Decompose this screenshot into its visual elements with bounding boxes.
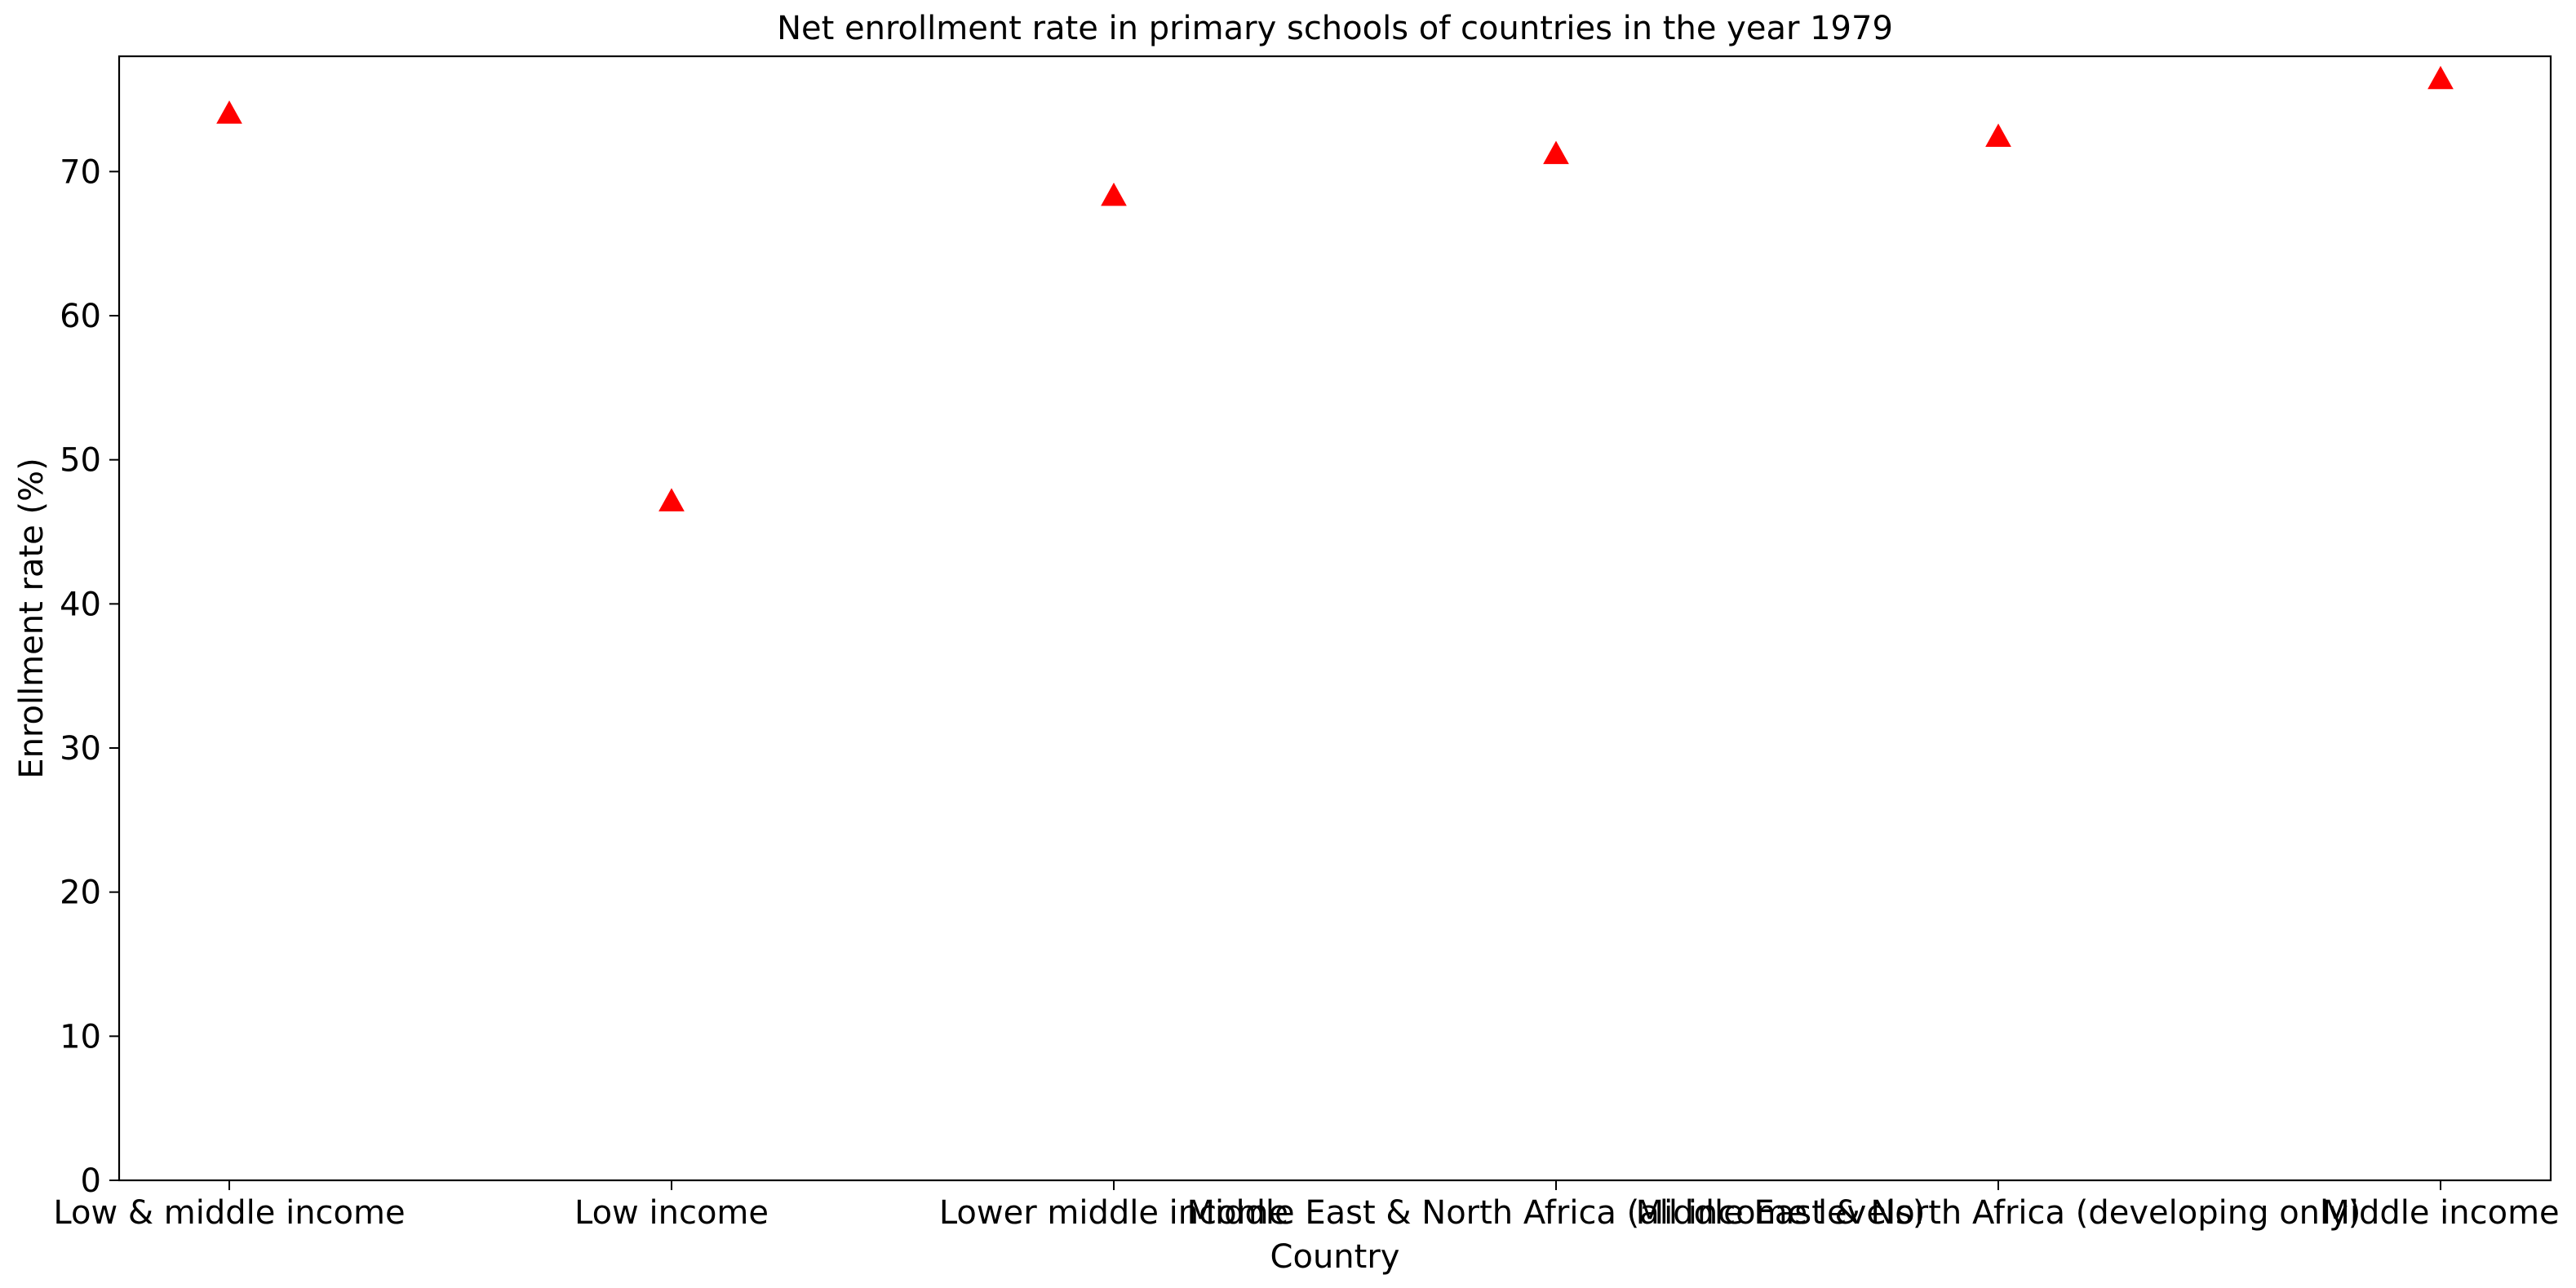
data-point — [658, 488, 685, 511]
data-point — [2427, 65, 2454, 90]
data-point — [1985, 123, 2011, 147]
x-tick-label: Low income — [574, 1194, 769, 1232]
y-tick-label: 10 — [60, 1018, 101, 1056]
y-tick-label: 70 — [60, 153, 101, 191]
x-axis-ticks: Low & middle income Low income Lower middl… — [53, 1180, 2560, 1232]
y-tick-label: 30 — [60, 730, 101, 768]
data-point — [1101, 182, 1127, 206]
y-tick-label: 20 — [60, 874, 101, 912]
data-point — [216, 100, 242, 124]
data-markers — [216, 65, 2454, 511]
x-tick-label: Lower middle income — [939, 1194, 1288, 1232]
y-tick-label: 0 — [81, 1162, 101, 1200]
y-tick-label: 40 — [60, 586, 101, 623]
y-axis-label: Enrollment rate (%) — [13, 458, 51, 778]
x-tick-label: Low & middle income — [53, 1194, 405, 1232]
data-point — [1543, 140, 1569, 165]
x-tick-label: Middle East & North Africa (developing o… — [1636, 1194, 2361, 1232]
chart-title: Net enrollment rate in primary schools o… — [777, 10, 1893, 47]
y-tick-label: 60 — [60, 298, 101, 335]
x-tick-label: Middle East & North Africa (all income l… — [1187, 1194, 1926, 1232]
x-tick-label: Middle income — [2321, 1194, 2559, 1232]
plot-frame — [117, 55, 2552, 1182]
y-axis-ticks: 0 10 20 30 40 50 60 70 — [60, 153, 119, 1200]
y-tick-label: 50 — [60, 442, 101, 480]
x-axis-label: Country — [1270, 1238, 1400, 1276]
